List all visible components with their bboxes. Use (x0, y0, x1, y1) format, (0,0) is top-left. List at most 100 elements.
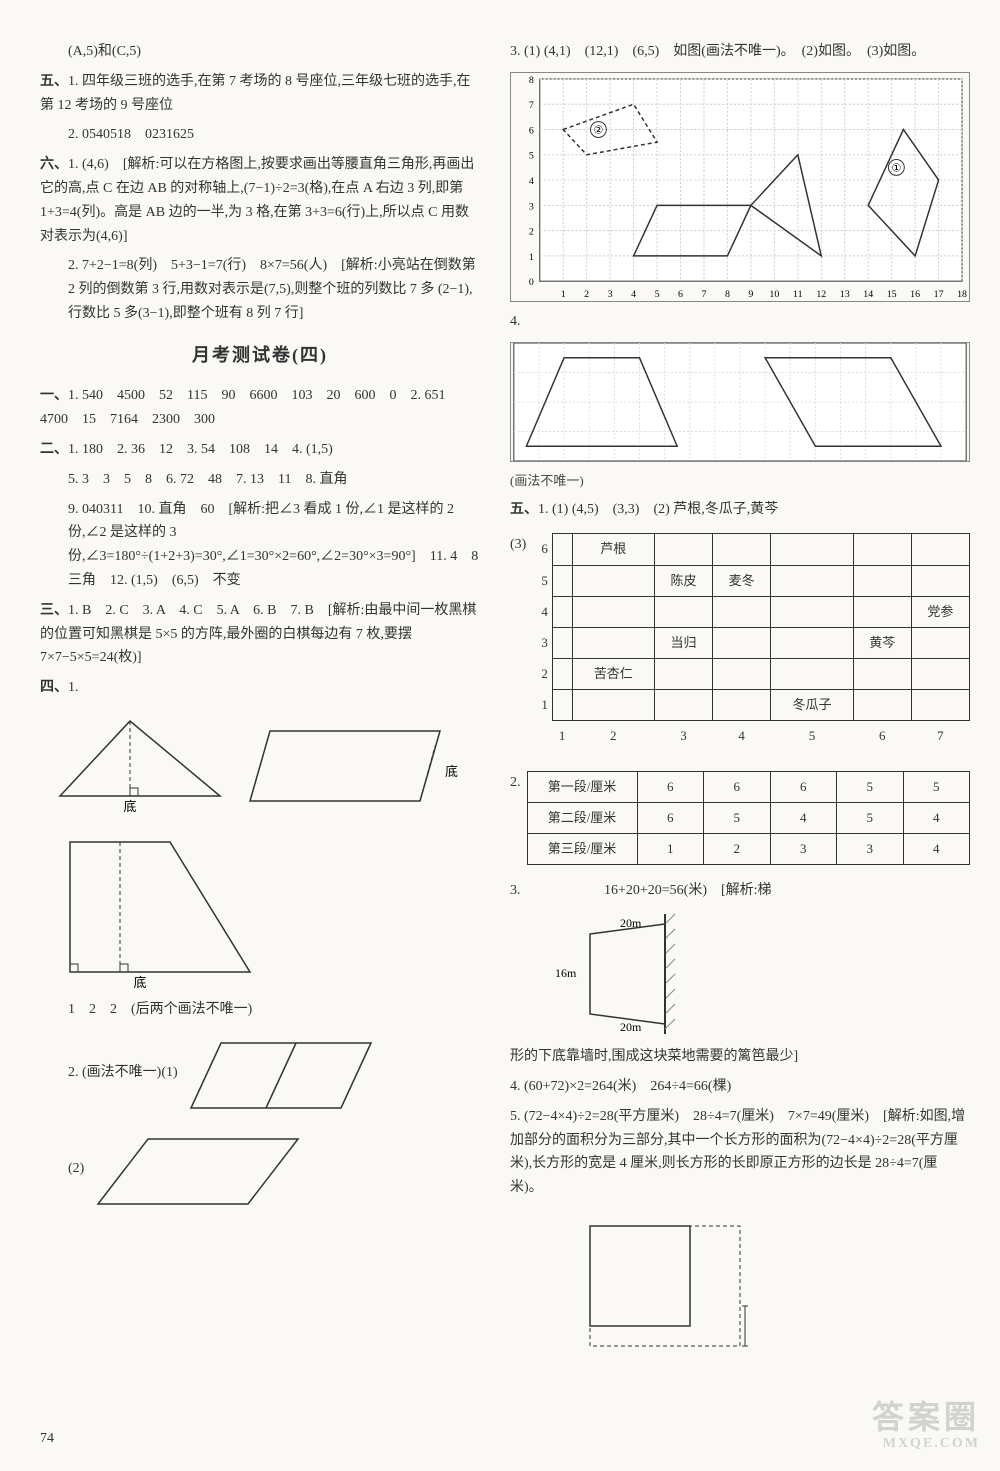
sec4-label: 四、 (40, 680, 68, 695)
svg-text:6: 6 (529, 125, 534, 136)
seg-cell: 5 (837, 772, 904, 803)
herb-cell (853, 689, 911, 720)
herb-row-label: 2 (532, 658, 552, 689)
segment-table: 第一段/厘米66655第二段/厘米65454第三段/厘米12334 (527, 771, 971, 865)
herb-cell (572, 565, 654, 596)
watermark-main: 答案圈 (872, 1399, 980, 1435)
herb-cell: 芦根 (572, 534, 654, 565)
svg-text:2: 2 (584, 289, 589, 300)
sec5-item2: 2. 0540518 0231625 (40, 123, 480, 147)
herb-cell (552, 534, 572, 565)
sec5-label: 五、 (40, 74, 68, 89)
trap-top: 20m (620, 916, 642, 930)
herb-cell (713, 627, 771, 658)
right-top-line: 3. (1) (4,1) (12,1) (6,5) 如图(画法不唯一)。 (2)… (510, 40, 970, 64)
herb-row-label: 1 (532, 689, 552, 720)
svg-text:11: 11 (793, 289, 803, 300)
herb-cell (572, 596, 654, 627)
svg-text:12: 12 (816, 289, 826, 300)
svg-text:②: ② (594, 124, 604, 136)
sub3-label: (3) (510, 527, 526, 557)
herb-cell (911, 658, 969, 689)
watermark-sub: MXQE.COM (872, 1436, 980, 1451)
svg-text:4: 4 (631, 289, 636, 300)
section-4: 四、1. (40, 676, 480, 700)
herb-row-label: 5 (532, 565, 552, 596)
sec6-label: 六、 (40, 157, 68, 172)
seg-cell: 4 (903, 803, 970, 834)
seg-cell: 5 (704, 803, 771, 834)
herb-cell (853, 658, 911, 689)
herb-cell: 陈皮 (654, 565, 712, 596)
item2-sub-text: (2) (68, 1161, 84, 1176)
herb-cell (654, 658, 712, 689)
seg-cell: 2 (704, 834, 771, 865)
sec2-label: 二、 (40, 442, 68, 457)
svg-text:10: 10 (769, 289, 779, 300)
svg-text:4: 4 (529, 176, 534, 187)
herb-cell (911, 689, 969, 720)
trapezoid-fence: 20m 16m 20m (510, 909, 710, 1039)
right-section-5: 五、1. (1) (4,5) (3,3) (2) 芦根,冬瓜子,黄芩 (510, 498, 970, 522)
section-5: 五、1. 四年级三班的选手,在第 7 考场的 8 号座位,三年级七班的选手,在第… (40, 70, 480, 118)
herb-cell (654, 689, 712, 720)
svg-text:2: 2 (529, 226, 534, 237)
svg-text:7: 7 (529, 100, 534, 111)
herb-col-label: 2 (572, 721, 654, 752)
square-extension (570, 1206, 790, 1356)
herb-cell (911, 565, 969, 596)
herb-cell: 冬瓜子 (771, 689, 853, 720)
herb-cell (713, 534, 771, 565)
herb-cell (713, 658, 771, 689)
svg-text:7: 7 (702, 289, 707, 300)
seg-cell: 5 (903, 772, 970, 803)
r-sec5-line1: 1. (1) (4,5) (3,3) (2) 芦根,冬瓜子,黄芩 (538, 502, 778, 517)
section-1: 一、1. 540 4500 52 115 90 6600 103 20 600 … (40, 384, 480, 432)
base-label-3: 底 (133, 975, 146, 990)
parallelogram-split (181, 1028, 381, 1118)
item5: 5. (72−4×4)÷2=28(平方厘米) 28÷4=7(厘米) 7×7=49… (510, 1105, 970, 1200)
sec4-below: 1 2 2 (后两个画法不唯一) (40, 998, 480, 1022)
seg-cell: 3 (837, 834, 904, 865)
herb-cell (654, 596, 712, 627)
svg-text:3: 3 (529, 201, 534, 212)
seg-cell: 6 (770, 772, 837, 803)
sec1-line1: 1. 540 4500 52 115 90 6600 103 20 600 0 … (40, 388, 459, 427)
item3-calc: 16+20+20=56(米) [解析:梯 (604, 883, 772, 898)
herb-cell (771, 534, 853, 565)
herb-cell: 麦冬 (713, 565, 771, 596)
herb-cell: 党参 (911, 596, 969, 627)
seg-row-header: 第二段/厘米 (527, 803, 637, 834)
sec6-item1: 1. (4,6) [解析:可以在方格图上,按要求画出等腰直角三角形,再画出它的高… (40, 157, 474, 243)
herb-cell (552, 689, 572, 720)
svg-text:1: 1 (561, 289, 566, 300)
herb-col-label: 5 (771, 721, 853, 752)
seg-cell: 6 (637, 772, 704, 803)
svg-text:18: 18 (957, 289, 967, 300)
right-column: 3. (1) (4,1) (12,1) (6,5) 如图(画法不唯一)。 (2)… (510, 40, 970, 1411)
svg-text:15: 15 (887, 289, 897, 300)
para-cont: 形的下底靠墙时,围成这块菜地需要的篱笆最少] (510, 1045, 970, 1069)
sec4-item2-sub: (2) (40, 1124, 480, 1214)
coordinate-grid-2 (510, 342, 970, 462)
page-number: 74 (40, 1427, 54, 1451)
herb-col-label: 7 (911, 721, 969, 752)
herb-cell (552, 627, 572, 658)
shapes-row-2: 底 (40, 822, 290, 992)
seg-cell: 4 (903, 834, 970, 865)
seg-cell: 5 (837, 803, 904, 834)
base-label-1: 底 (123, 799, 136, 814)
sec6-item2: 2. 7+2−1=8(列) 5+3−1=7(行) 8×7=56(人) [解析:小… (40, 254, 480, 325)
item4: 4. (60+72)×2=264(米) 264÷4=66(棵) (510, 1075, 970, 1099)
herb-cell (572, 627, 654, 658)
item2-label-text: 2. (画法不唯一)(1) (68, 1065, 178, 1080)
svg-text:5: 5 (655, 289, 660, 300)
herb-cell (552, 658, 572, 689)
herb-row-label: 4 (532, 596, 552, 627)
seg-cell: 3 (770, 834, 837, 865)
herb-cell (654, 534, 712, 565)
trap-left: 16m (555, 966, 577, 980)
herb-cell (552, 565, 572, 596)
svg-text:6: 6 (678, 289, 683, 300)
svg-text:5: 5 (529, 151, 534, 162)
